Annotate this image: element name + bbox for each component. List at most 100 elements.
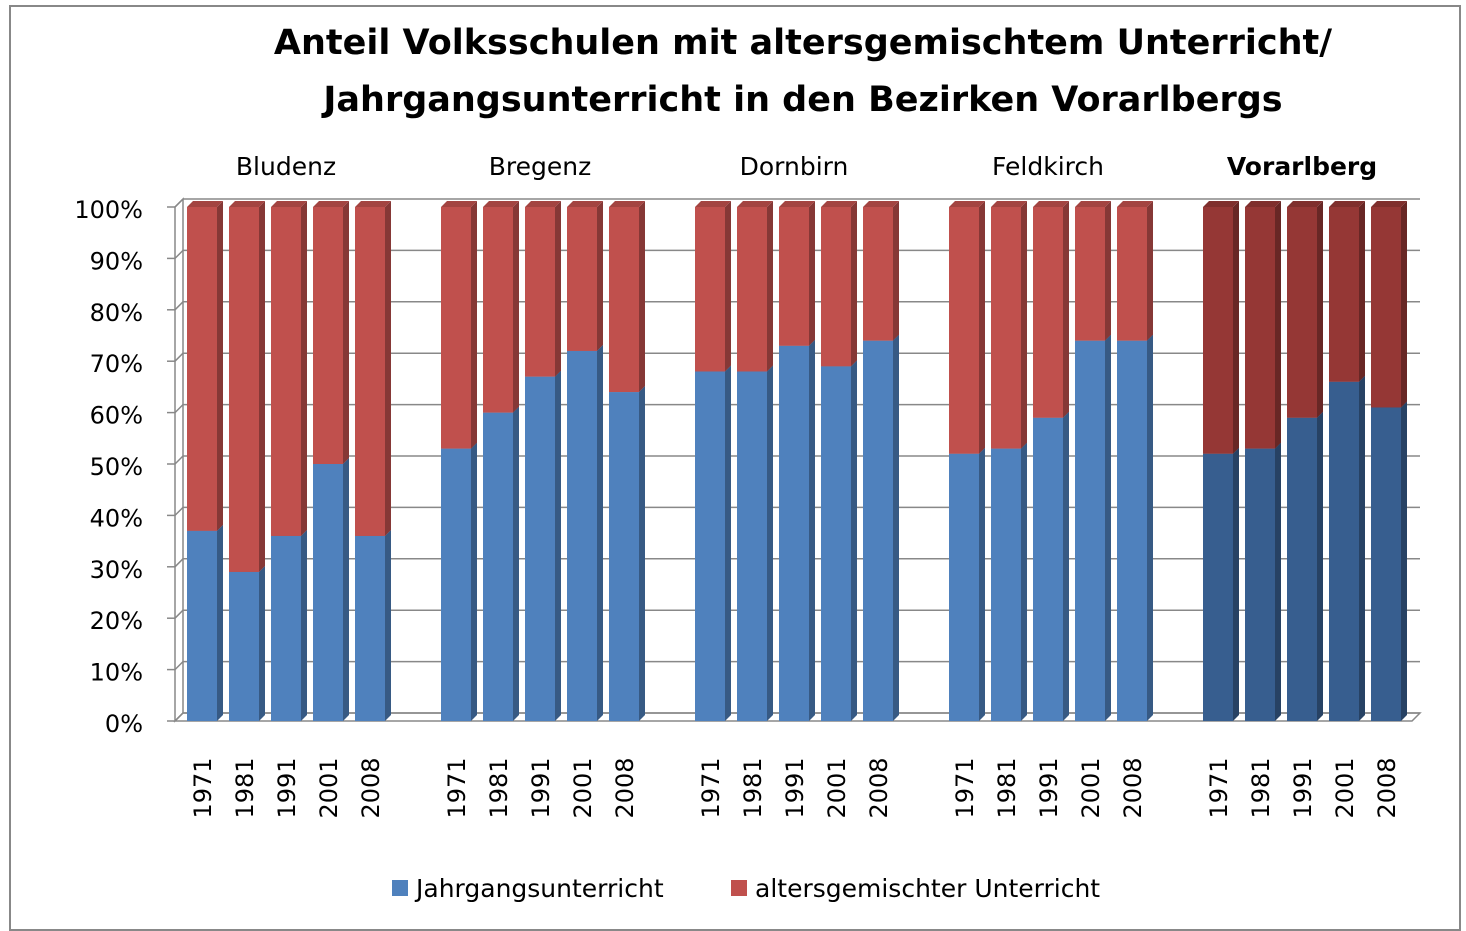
bar-side	[767, 201, 773, 372]
bar-side	[343, 458, 349, 721]
x-tick-label: 2008	[611, 757, 639, 818]
bar-side	[893, 334, 899, 721]
bar-side	[259, 201, 265, 572]
x-tick-label: 2001	[1331, 757, 1359, 818]
bar-side	[725, 365, 731, 721]
bar	[779, 207, 809, 346]
grid-line	[174, 301, 184, 311]
bar	[949, 453, 979, 721]
y-tick-label: 40%	[90, 504, 143, 532]
x-tick-label: 1971	[951, 757, 979, 818]
bar-top	[779, 201, 815, 207]
grid-line	[174, 506, 184, 516]
x-tick-label: 1991	[781, 757, 809, 818]
bar-side	[1275, 442, 1281, 721]
x-tick-label: 2001	[1077, 757, 1105, 818]
bar	[1245, 207, 1275, 449]
x-tick-label: 1981	[993, 757, 1021, 818]
grid-line	[174, 712, 184, 722]
x-tick-label: 2008	[865, 757, 893, 818]
group-label: Bregenz	[489, 152, 591, 181]
bar-side	[1317, 201, 1323, 418]
bar	[1203, 453, 1233, 721]
bar-side	[893, 201, 899, 341]
bar	[949, 207, 979, 454]
grid-line	[174, 609, 184, 619]
bar	[271, 535, 301, 721]
bar-side	[1359, 375, 1365, 721]
bar	[525, 207, 555, 377]
bar	[1371, 207, 1401, 408]
y-tick-label: 30%	[90, 556, 143, 584]
bar-side	[385, 201, 391, 536]
bar-side	[1063, 201, 1069, 418]
bar-side	[1147, 201, 1153, 341]
bar-top	[609, 201, 645, 207]
bar	[1329, 381, 1359, 721]
bar-top	[737, 201, 773, 207]
bar-side	[555, 201, 561, 377]
legend-label: altersgemischter Unterricht	[755, 874, 1100, 903]
bar-side	[639, 386, 645, 721]
y-tick-label: 100%	[74, 196, 143, 224]
bar	[1033, 417, 1063, 721]
bar-top	[355, 201, 391, 207]
bar	[991, 448, 1021, 721]
bar	[821, 207, 851, 367]
bar-top	[229, 201, 265, 207]
bar-top	[187, 201, 223, 207]
bar	[1245, 448, 1275, 721]
bar-side	[259, 565, 265, 721]
bar	[229, 571, 259, 721]
bar	[1287, 207, 1317, 418]
legend-swatch	[731, 880, 747, 896]
bar-side	[1105, 334, 1111, 721]
bar-side	[217, 524, 223, 721]
grid-line	[174, 455, 184, 465]
y-tick-label: 10%	[90, 659, 143, 687]
bar-top	[1117, 201, 1153, 207]
x-tick-label: 1981	[1247, 757, 1275, 818]
bar-top	[525, 201, 561, 207]
bar-side	[1233, 447, 1239, 721]
bar-top	[441, 201, 477, 207]
bar-side	[1401, 201, 1407, 408]
y-tick-label: 0%	[105, 710, 143, 738]
bar	[1117, 207, 1147, 341]
bar	[737, 207, 767, 372]
bar-side	[1021, 442, 1027, 721]
bar	[1075, 207, 1105, 341]
bar	[271, 207, 301, 536]
bar-side	[513, 406, 519, 721]
bar	[1371, 407, 1401, 721]
x-tick-label: 2001	[823, 757, 851, 818]
bar-side	[343, 201, 349, 464]
x-tick-label: 2008	[1373, 757, 1401, 818]
bar	[695, 207, 725, 372]
bar-side	[1063, 411, 1069, 721]
bar	[695, 371, 725, 721]
bar-top	[1075, 201, 1111, 207]
bar-top	[821, 201, 857, 207]
bar-side	[217, 201, 223, 531]
bar-top	[1371, 201, 1407, 207]
x-tick-label: 2008	[357, 757, 385, 818]
bar	[313, 207, 343, 464]
bar	[187, 207, 217, 531]
bar-side	[471, 442, 477, 721]
group-label: Dornbirn	[740, 152, 849, 181]
bar-top	[483, 201, 519, 207]
bar	[483, 207, 513, 413]
bar-side	[301, 529, 307, 721]
bar	[991, 207, 1021, 449]
group-label: Vorarlberg	[1227, 152, 1377, 181]
x-tick-label: 1991	[1035, 757, 1063, 818]
x-tick-label: 1991	[527, 757, 555, 818]
bar-side	[471, 201, 477, 449]
bar-top	[567, 201, 603, 207]
bar	[863, 340, 893, 721]
y-tick-label: 90%	[90, 247, 143, 275]
bar-side	[555, 370, 561, 721]
bar-top	[863, 201, 899, 207]
